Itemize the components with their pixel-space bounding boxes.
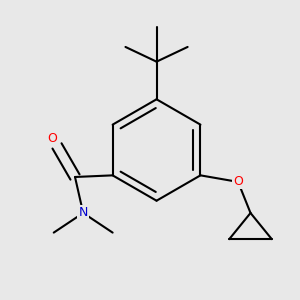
Text: N: N — [79, 206, 88, 220]
Text: O: O — [233, 176, 243, 188]
Text: O: O — [47, 132, 57, 145]
